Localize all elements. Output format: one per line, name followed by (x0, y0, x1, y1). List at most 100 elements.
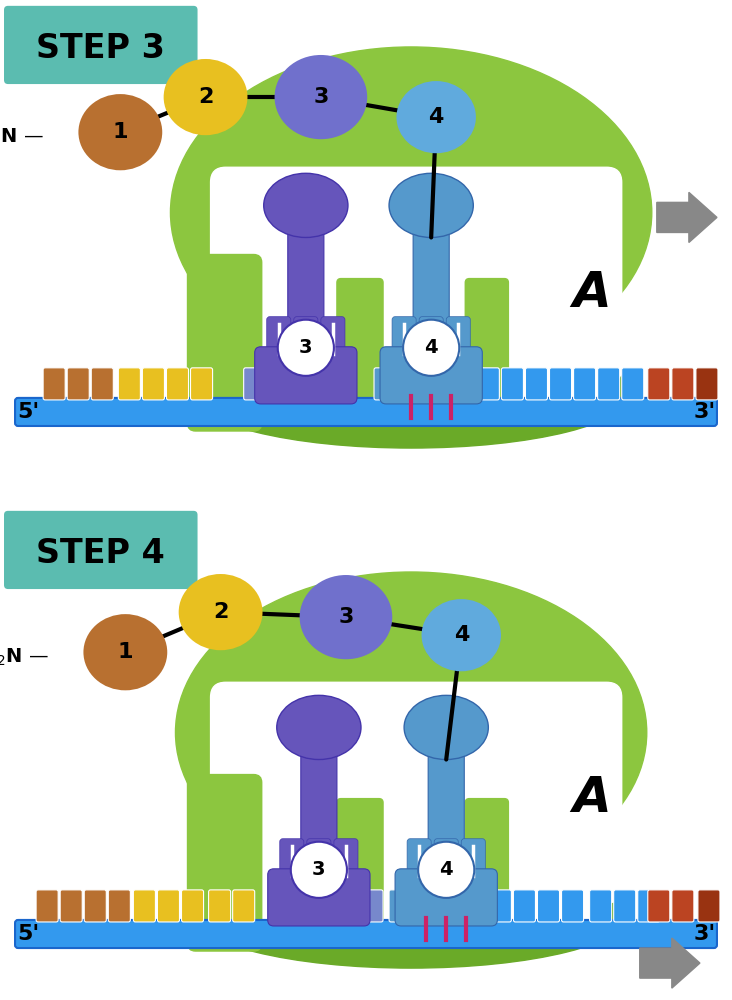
FancyBboxPatch shape (364, 791, 483, 945)
Text: 1: 1 (118, 642, 133, 662)
FancyBboxPatch shape (361, 890, 383, 922)
FancyBboxPatch shape (182, 890, 203, 922)
FancyBboxPatch shape (550, 368, 572, 400)
Text: 2: 2 (198, 87, 213, 107)
FancyBboxPatch shape (4, 511, 198, 589)
Text: 4: 4 (425, 338, 438, 357)
FancyBboxPatch shape (466, 279, 509, 417)
Ellipse shape (277, 695, 361, 760)
FancyBboxPatch shape (589, 890, 612, 922)
FancyBboxPatch shape (292, 368, 314, 400)
FancyBboxPatch shape (526, 368, 548, 400)
FancyBboxPatch shape (613, 890, 635, 922)
FancyBboxPatch shape (638, 890, 660, 922)
FancyBboxPatch shape (108, 890, 130, 922)
Ellipse shape (299, 575, 392, 659)
FancyBboxPatch shape (288, 228, 324, 357)
FancyBboxPatch shape (67, 368, 89, 400)
FancyBboxPatch shape (413, 890, 436, 922)
FancyBboxPatch shape (268, 368, 290, 400)
FancyBboxPatch shape (15, 398, 717, 426)
FancyBboxPatch shape (561, 890, 583, 922)
Ellipse shape (404, 695, 488, 760)
Ellipse shape (190, 338, 632, 448)
Text: 3': 3' (694, 924, 716, 944)
FancyBboxPatch shape (266, 317, 291, 361)
Ellipse shape (422, 599, 501, 671)
FancyBboxPatch shape (255, 347, 357, 404)
FancyBboxPatch shape (597, 368, 620, 400)
FancyArrow shape (640, 938, 700, 988)
FancyBboxPatch shape (648, 890, 670, 922)
FancyBboxPatch shape (301, 750, 337, 879)
FancyBboxPatch shape (447, 368, 468, 400)
Text: A: A (572, 269, 611, 317)
Ellipse shape (264, 173, 348, 237)
Text: 2: 2 (213, 602, 228, 622)
FancyArrow shape (657, 192, 717, 242)
FancyBboxPatch shape (334, 839, 358, 883)
FancyBboxPatch shape (489, 271, 609, 425)
FancyBboxPatch shape (398, 368, 420, 400)
Circle shape (291, 842, 347, 898)
Text: 4: 4 (428, 107, 444, 127)
FancyBboxPatch shape (307, 839, 331, 883)
FancyBboxPatch shape (437, 890, 459, 922)
FancyBboxPatch shape (316, 368, 338, 400)
FancyBboxPatch shape (43, 368, 65, 400)
FancyBboxPatch shape (337, 799, 383, 937)
FancyBboxPatch shape (321, 317, 345, 361)
FancyBboxPatch shape (233, 890, 255, 922)
FancyBboxPatch shape (407, 839, 431, 883)
FancyBboxPatch shape (447, 317, 470, 361)
Ellipse shape (397, 81, 476, 153)
FancyBboxPatch shape (268, 869, 370, 926)
Text: H$_2$N —: H$_2$N — (0, 127, 44, 148)
FancyBboxPatch shape (698, 890, 720, 922)
Ellipse shape (176, 572, 647, 893)
FancyBboxPatch shape (289, 890, 311, 922)
Ellipse shape (171, 47, 651, 378)
FancyBboxPatch shape (413, 228, 449, 357)
Text: 1: 1 (113, 122, 128, 142)
FancyBboxPatch shape (513, 890, 536, 922)
Text: 3: 3 (312, 860, 326, 879)
Text: 3: 3 (313, 87, 329, 107)
FancyBboxPatch shape (621, 368, 643, 400)
FancyBboxPatch shape (392, 317, 416, 361)
FancyBboxPatch shape (489, 890, 512, 922)
Circle shape (418, 842, 474, 898)
FancyBboxPatch shape (337, 279, 383, 417)
Text: 3: 3 (299, 338, 313, 357)
FancyBboxPatch shape (477, 368, 499, 400)
FancyBboxPatch shape (244, 368, 266, 400)
FancyBboxPatch shape (461, 839, 485, 883)
Ellipse shape (164, 59, 247, 135)
FancyBboxPatch shape (15, 920, 717, 948)
FancyBboxPatch shape (364, 271, 483, 425)
FancyBboxPatch shape (461, 890, 483, 922)
FancyBboxPatch shape (236, 271, 356, 425)
FancyBboxPatch shape (696, 368, 718, 400)
FancyBboxPatch shape (211, 167, 621, 383)
Text: 5': 5' (17, 924, 40, 944)
Text: STEP 3: STEP 3 (36, 32, 165, 65)
FancyBboxPatch shape (92, 368, 113, 400)
FancyBboxPatch shape (574, 368, 596, 400)
FancyBboxPatch shape (187, 775, 262, 951)
FancyBboxPatch shape (190, 368, 212, 400)
Text: 4: 4 (454, 625, 469, 645)
FancyBboxPatch shape (501, 368, 523, 400)
FancyBboxPatch shape (157, 890, 179, 922)
Text: 3: 3 (338, 607, 354, 627)
FancyBboxPatch shape (337, 890, 359, 922)
Ellipse shape (179, 574, 263, 650)
Text: H$_2$N —: H$_2$N — (0, 647, 49, 668)
FancyBboxPatch shape (466, 799, 509, 937)
FancyBboxPatch shape (428, 750, 464, 879)
FancyBboxPatch shape (209, 890, 231, 922)
Ellipse shape (78, 94, 163, 170)
FancyBboxPatch shape (60, 890, 82, 922)
FancyBboxPatch shape (294, 317, 318, 361)
FancyBboxPatch shape (374, 368, 396, 400)
